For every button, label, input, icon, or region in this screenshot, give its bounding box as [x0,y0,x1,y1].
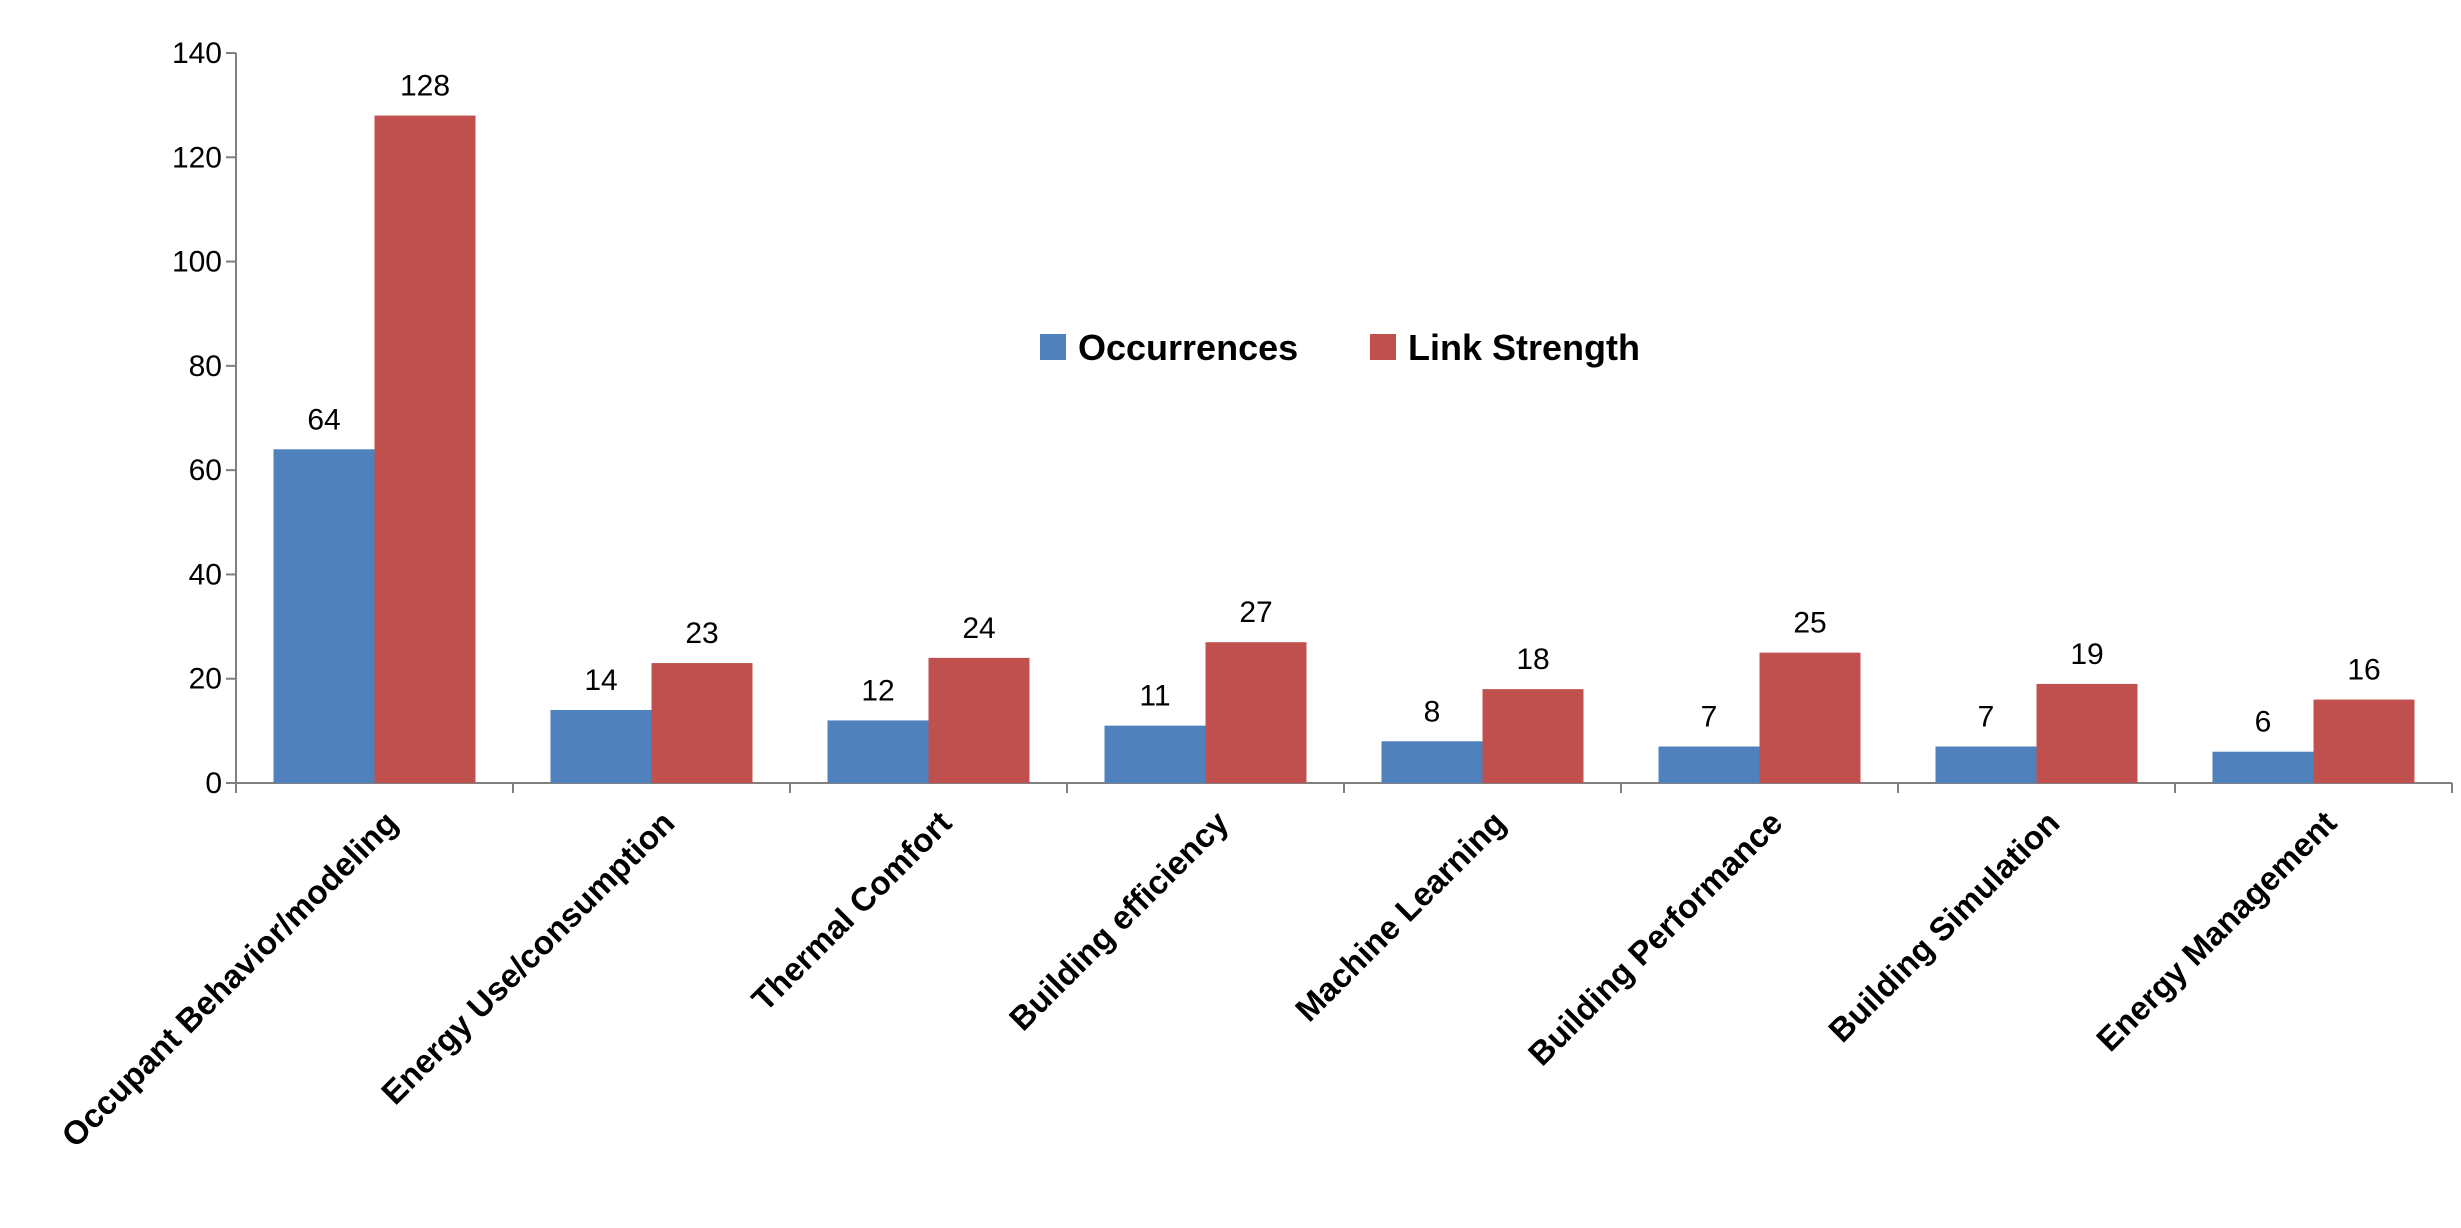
legend-swatch [1370,334,1396,360]
category-label: Thermal Comfort [744,804,958,1018]
category-label: Occupant Behavior/modeling [54,804,404,1154]
bar-occurrences [1658,746,1760,783]
data-label: 14 [584,664,617,697]
bar-occurrences [1104,725,1206,783]
legend-label: Occurrences [1078,327,1298,368]
data-label: 11 [1139,680,1170,713]
data-label: 25 [1793,607,1826,640]
bars [273,115,2415,784]
bar-link-strength [1482,689,1584,783]
data-label: 12 [861,674,894,707]
data-label: 7 [1978,701,1995,734]
bar-link-strength [2313,699,2415,783]
bar-occurrences [1381,741,1483,783]
category-label: Building Performance [1521,804,1790,1073]
category-label: Energy Use/consumption [374,804,682,1112]
data-label: 16 [2347,654,2380,687]
data-label: 18 [1516,643,1549,676]
data-label: 128 [400,70,450,103]
category-label: Building Simulation [1821,804,2066,1049]
bar-occurrences [827,720,929,783]
bar-link-strength [1205,642,1307,783]
y-tick-label: 60 [189,454,222,487]
bar-occurrences [1935,746,2037,783]
y-tick-label: 20 [189,663,222,696]
category-label: Machine Learning [1288,804,1513,1029]
bar-occurrences [550,710,652,783]
data-label: 8 [1424,695,1441,728]
y-tick-label: 40 [189,558,222,591]
y-tick-label: 140 [172,37,222,70]
bar-link-strength [2036,683,2138,783]
y-tick-label: 80 [189,350,222,383]
legend-label: Link Strength [1408,327,1640,368]
category-label: Building efficiency [1002,803,1236,1037]
category-label: Energy Management [2089,804,2343,1058]
bar-occurrences [273,449,375,783]
data-label: 6 [2255,706,2272,739]
y-tick-label: 120 [172,141,222,174]
bar-link-strength [928,657,1030,783]
data-label: 23 [685,617,718,650]
data-label: 19 [2070,638,2103,671]
legend: Occurrences Link Strength [1040,327,1640,368]
data-label: 24 [962,612,995,645]
bar-occurrences [2212,751,2314,783]
bar-link-strength [651,663,753,783]
bar-link-strength [374,115,476,784]
data-labels: 64 128 14 23 12 24 11 27 8 18 7 25 7 19 6 16 [307,70,2380,739]
data-label: 64 [307,403,340,436]
legend-swatch [1040,334,1066,360]
y-tick-label: 0 [205,767,222,800]
data-label: 7 [1701,701,1718,734]
y-tick-label: 100 [172,246,222,279]
data-label: 27 [1239,596,1272,629]
bar-link-strength [1759,652,1861,783]
